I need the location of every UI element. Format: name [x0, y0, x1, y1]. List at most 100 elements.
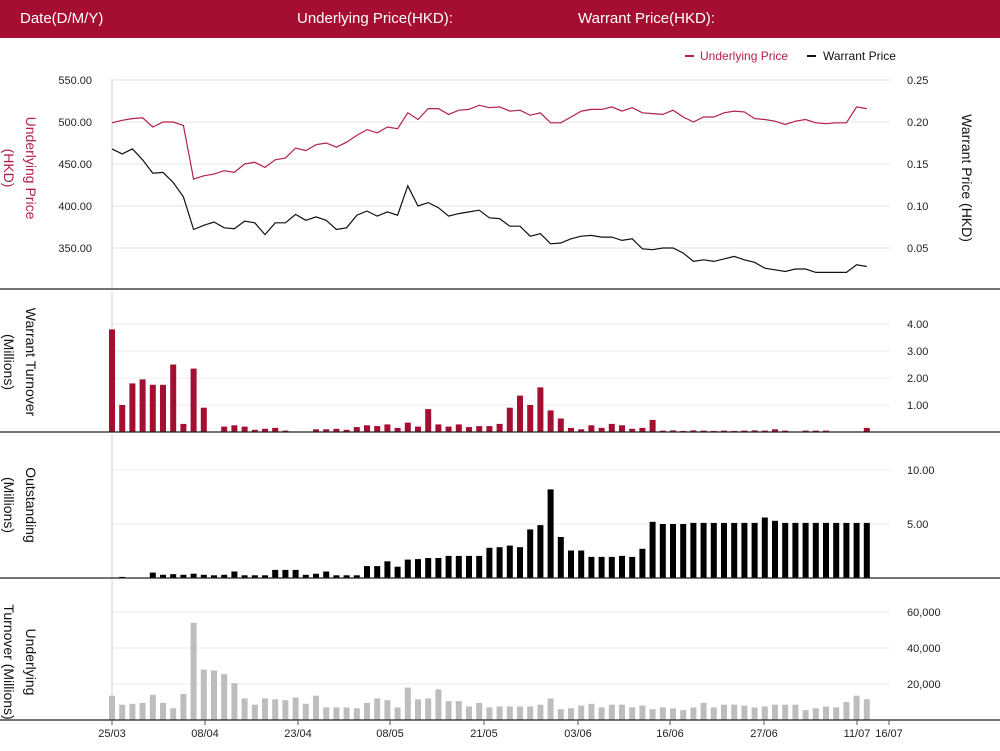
warrant-turnover-bar [598, 427, 605, 432]
outstanding-bar [292, 569, 299, 578]
warrant-turnover-bar [527, 405, 534, 432]
y-tick-right: 1.00 [907, 400, 928, 412]
x-tick-label: 21/05 [470, 728, 498, 740]
warrant-turnover-bar [119, 405, 126, 432]
underlying-turnover-bar [741, 705, 748, 720]
underlying-turnover-bar [486, 707, 493, 720]
x-tick-label: 23/04 [284, 728, 312, 740]
underlying-turnover-bar [812, 708, 819, 720]
underlying-turnover-bar [445, 701, 452, 720]
y-tick-right: 0.10 [907, 201, 928, 213]
y-label: Outstanding [23, 467, 39, 543]
underlying-turnover-bar [751, 707, 758, 720]
warrant-turnover-bar [251, 429, 258, 432]
y-label: Underlying [23, 629, 39, 696]
underlying-turnover-bar [700, 702, 707, 720]
warrant-turnover-bar [496, 423, 503, 432]
warrant-turnover-bar [761, 430, 768, 432]
outstanding-bar [404, 559, 411, 578]
outstanding-bar [782, 522, 789, 578]
warrant-turnover-bar [282, 430, 289, 432]
outstanding-bar [394, 566, 401, 578]
y-tick-right: 0.05 [907, 243, 928, 255]
outstanding-bar [690, 522, 697, 578]
outstanding-bar [792, 522, 799, 578]
underlying-turnover-bar [282, 700, 289, 720]
underlying-turnover-bar [211, 670, 217, 720]
warrant-turnover-bar [659, 430, 666, 432]
outstanding-bar [853, 522, 860, 578]
underlying-turnover-bar [659, 707, 666, 720]
outstanding-bar [231, 571, 238, 578]
underlying-turnover-bar [231, 683, 238, 720]
underlying-turnover-bar [833, 707, 840, 720]
outstanding-bar [343, 575, 350, 578]
outstanding-bar [598, 556, 605, 578]
warrant-turnover-bar [343, 429, 350, 432]
legend-underlying: Underlying Price [700, 49, 788, 63]
underlying-turnover-bar [476, 702, 483, 720]
underlying-turnover-bar [119, 704, 126, 720]
warrant-turnover-bar [262, 428, 268, 432]
y-tick-left: 450.00 [58, 159, 92, 171]
underlying-turnover-bar [680, 710, 687, 720]
outstanding-bar [761, 517, 768, 578]
underlying-turnover-bar [731, 704, 738, 720]
x-tick-label: 03/06 [564, 728, 592, 740]
underlying-turnover-bar [598, 707, 605, 720]
warrant-turnover-bar [455, 424, 462, 432]
underlying-turnover-bar [149, 694, 156, 720]
underlying-turnover-bar [782, 704, 789, 720]
warrant-turnover-bar [231, 425, 238, 433]
warrant-turnover-bar [364, 425, 370, 433]
outstanding-bar [180, 574, 187, 578]
header-bar: Date(D/M/Y) Underlying Price(HKD): Warra… [0, 0, 1000, 38]
warrant-turnover-bar [160, 384, 166, 433]
underlying-turnover-bar [129, 703, 136, 720]
underlying-turnover-bar [302, 703, 309, 720]
outstanding-bar [170, 574, 177, 578]
underlying-turnover-bar [608, 704, 615, 720]
warrant-turnover-bar [741, 430, 748, 432]
underlying-turnover-bar [415, 699, 421, 720]
outstanding-bar [190, 573, 197, 578]
outstanding-bar [445, 555, 452, 578]
warrant-turnover-bar [486, 426, 493, 432]
warrant-turnover-bar [200, 407, 207, 432]
outstanding-bar [415, 559, 421, 578]
underlying-turnover-bar [333, 707, 340, 720]
warrant-turnover-bar [404, 422, 411, 432]
outstanding-bar [313, 573, 319, 578]
outstanding-bar [629, 556, 636, 578]
outstanding-bar [364, 566, 370, 578]
outstanding-bar [200, 574, 207, 578]
underlying-turnover-bar [425, 698, 432, 720]
underlying-turnover-bar [466, 706, 472, 720]
y-label: (Millions) [1, 477, 17, 533]
warrant-turnover-bar [190, 368, 197, 433]
outstanding-bar [486, 547, 493, 578]
outstanding-bar [659, 524, 666, 578]
y-tick-right: 3.00 [907, 346, 928, 358]
warrant-turnover-bar [333, 428, 340, 432]
underlying-turnover-bar [588, 703, 595, 720]
warrant-turnover-bar [802, 430, 809, 432]
warrant-turnover-bar [772, 429, 778, 432]
warrant-turnover-bar [466, 427, 472, 432]
outstanding-bar [700, 522, 707, 578]
warrant-turnover-bar [782, 430, 789, 432]
warrant-turnover-bar [690, 430, 697, 432]
y-tick-right: 0.20 [907, 117, 928, 129]
y-label-left-line2: (HKD) [1, 149, 17, 188]
outstanding-bar [802, 522, 809, 578]
underlying-turnover-bar [802, 710, 809, 720]
outstanding-bar [823, 522, 829, 578]
underlying-turnover-bar [649, 709, 656, 720]
underlying-turnover-bar [170, 708, 177, 720]
warrant-turnover-bar [619, 425, 625, 433]
warrant-price-label: Warrant Price(HKD): [578, 10, 715, 27]
warrant-turnover-bar [721, 430, 727, 432]
underlying-turnover-bar [721, 704, 727, 720]
outstanding-bar [333, 575, 340, 578]
warrant-turnover-bar [568, 427, 574, 432]
